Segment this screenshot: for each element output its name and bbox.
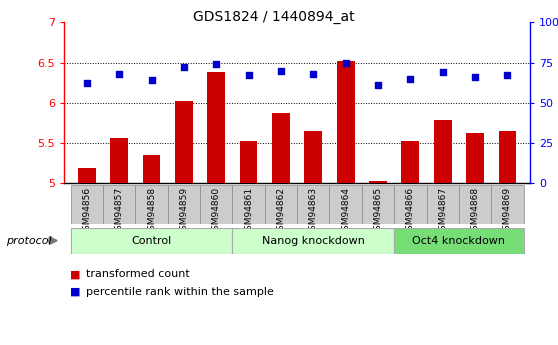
Bar — [240, 141, 257, 183]
Point — [406, 76, 415, 81]
Point — [470, 74, 479, 80]
Bar — [78, 168, 96, 183]
Text: GSM94857: GSM94857 — [115, 187, 124, 236]
Bar — [272, 113, 290, 183]
Text: ■: ■ — [70, 269, 80, 279]
Bar — [71, 228, 233, 254]
Point — [180, 65, 189, 70]
Text: GSM94864: GSM94864 — [341, 187, 350, 236]
Point — [147, 77, 156, 83]
Bar — [459, 185, 491, 224]
Text: GSM94869: GSM94869 — [503, 187, 512, 236]
Text: Oct4 knockdown: Oct4 knockdown — [412, 236, 506, 246]
Bar — [71, 185, 103, 224]
Bar — [297, 185, 329, 224]
Bar — [337, 61, 354, 183]
Point — [373, 82, 382, 88]
Bar — [208, 72, 225, 183]
Point — [244, 72, 253, 78]
Bar — [136, 185, 168, 224]
Text: GSM94859: GSM94859 — [179, 187, 189, 236]
Text: transformed count: transformed count — [86, 269, 190, 279]
Text: GSM94860: GSM94860 — [211, 187, 221, 236]
Point — [212, 61, 221, 67]
Bar — [498, 131, 516, 183]
Text: ■: ■ — [70, 287, 80, 296]
Bar — [110, 138, 128, 183]
Bar — [143, 155, 161, 183]
Text: GSM94863: GSM94863 — [309, 187, 318, 236]
Bar — [168, 185, 200, 224]
Text: GSM94868: GSM94868 — [470, 187, 479, 236]
Point — [83, 81, 92, 86]
Point — [503, 72, 512, 78]
Text: Nanog knockdown: Nanog knockdown — [262, 236, 365, 246]
Text: GSM94866: GSM94866 — [406, 187, 415, 236]
Text: percentile rank within the sample: percentile rank within the sample — [86, 287, 275, 296]
Bar — [369, 181, 387, 183]
Bar — [491, 185, 523, 224]
Text: GSM94867: GSM94867 — [438, 187, 448, 236]
Point — [115, 71, 124, 77]
Bar — [233, 185, 265, 224]
Bar — [265, 185, 297, 224]
Point — [277, 68, 286, 73]
Bar — [402, 141, 419, 183]
Bar — [466, 133, 484, 183]
Text: GSM94856: GSM94856 — [83, 187, 92, 236]
Bar — [200, 185, 233, 224]
Bar — [394, 185, 426, 224]
Bar — [175, 101, 193, 183]
Text: Control: Control — [131, 236, 172, 246]
Bar — [362, 185, 394, 224]
Text: GSM94865: GSM94865 — [373, 187, 383, 236]
Point — [341, 60, 350, 65]
Text: protocol: protocol — [6, 236, 51, 246]
Text: GSM94861: GSM94861 — [244, 187, 253, 236]
Bar — [103, 185, 136, 224]
Bar — [434, 120, 451, 183]
Point — [438, 69, 447, 75]
Bar — [233, 228, 394, 254]
Bar — [426, 185, 459, 224]
Text: GDS1824 / 1440894_at: GDS1824 / 1440894_at — [193, 10, 355, 24]
Bar — [394, 228, 523, 254]
Text: GSM94858: GSM94858 — [147, 187, 156, 236]
Point — [309, 71, 318, 77]
Text: GSM94862: GSM94862 — [276, 187, 286, 236]
Bar — [329, 185, 362, 224]
Bar — [305, 131, 322, 183]
